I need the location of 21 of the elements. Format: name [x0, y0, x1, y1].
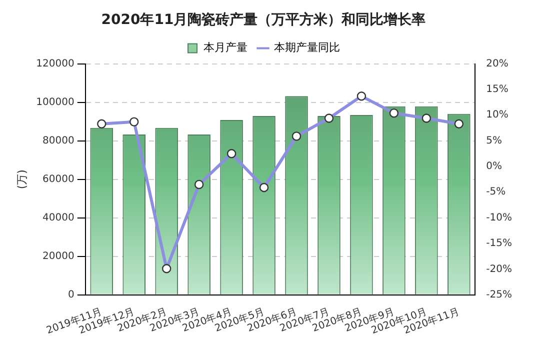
y2-tick-label: 15%: [486, 84, 508, 96]
y2-tick-label: 10%: [486, 110, 508, 121]
legend-label: 本期产量同比: [274, 41, 340, 54]
y2-tick-label: 0%: [486, 161, 502, 172]
legend-label: 本月产量: [204, 41, 248, 54]
y-axis-title: (万): [15, 170, 28, 190]
y-tick-label: 40000: [42, 212, 74, 224]
y2-tick-label: -15%: [486, 238, 512, 250]
y2-tick-label: -25%: [486, 289, 512, 300]
y-tick-label: 0: [68, 289, 74, 300]
y-tick-label: 60000: [42, 174, 74, 185]
y-tick-label: 100000: [36, 96, 74, 108]
y2-tick-label: 5%: [486, 135, 502, 146]
y2-tick-label: -20%: [486, 264, 512, 275]
y2-tick-label: 20%: [486, 58, 508, 70]
y2-tick-label: -5%: [486, 186, 506, 198]
y-tick-label: 120000: [36, 58, 74, 70]
y-tick-label: 20000: [42, 250, 74, 262]
y2-tick-label: -10%: [486, 212, 512, 224]
chart-title: 2020年11月陶瓷砖产量（万平方米）和同比增长率: [101, 11, 426, 28]
y-tick-label: 80000: [42, 135, 74, 146]
